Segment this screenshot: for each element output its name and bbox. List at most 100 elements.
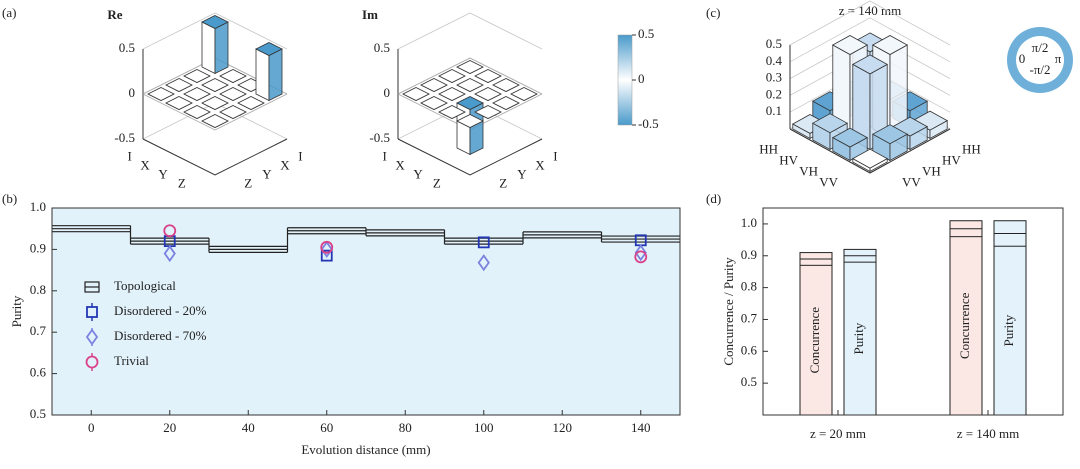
bar-face (219, 69, 247, 83)
bar-label: Concurrence (807, 307, 822, 374)
bar-3d (255, 42, 283, 102)
bar-3d (147, 87, 175, 101)
colorbar-label: 0.5 (638, 26, 654, 41)
bar-face (871, 124, 909, 145)
bar-3d (438, 87, 466, 101)
bar-3d (510, 87, 538, 101)
bar-3d (183, 105, 211, 119)
bar-face (438, 87, 466, 101)
x-tick-label: 80 (399, 420, 412, 435)
bar-face (201, 78, 229, 92)
bar-3d (831, 127, 869, 162)
legend-label: Disordered - 20% (114, 303, 207, 318)
bar-face (831, 127, 869, 148)
bar-face (214, 21, 229, 75)
bar-3d (456, 114, 484, 128)
row-label: Z (244, 176, 252, 191)
panel-label: (c) (706, 5, 720, 20)
bar-label: Purity (851, 322, 866, 354)
bar-label: Purity (1001, 314, 1016, 346)
y-tick-label: 0.5 (741, 374, 757, 389)
y-tick-label: 0.5 (30, 406, 46, 421)
bar-face (402, 87, 430, 101)
bar-3d (456, 96, 484, 156)
y-tick-label: 0.6 (30, 365, 47, 380)
col-label: I (382, 149, 386, 164)
z-tick-label: 0.5 (119, 40, 135, 55)
panel-label: (d) (706, 191, 721, 206)
x-tick-label: 60 (320, 420, 333, 435)
y-axis-label: Concurrence / Purity (721, 257, 736, 366)
point (163, 244, 176, 263)
bar-3d (237, 96, 265, 110)
plot-frame (51, 207, 681, 416)
row-label: Y (262, 167, 272, 182)
bar-face (438, 105, 466, 119)
x-tick-label: 20 (163, 420, 176, 435)
row-label: Y (517, 167, 527, 182)
y-tick-label: 0.8 (30, 282, 46, 297)
bar-3d (851, 148, 889, 173)
point (477, 254, 490, 272)
colorbar-label: 0 (638, 71, 645, 86)
bar-3d (420, 96, 448, 110)
x-tick-label: 120 (553, 420, 573, 435)
z-tick-label: 0.3 (766, 70, 782, 85)
bar-face (219, 87, 247, 101)
phase-label: 0 (1019, 51, 1026, 66)
bar-face (183, 69, 211, 83)
bar-3d (438, 105, 466, 119)
bar-3d (183, 87, 211, 101)
col-label: Z (178, 176, 186, 191)
legend-marker (85, 355, 99, 369)
bar-3d (474, 69, 502, 83)
bar-face (871, 35, 909, 55)
y-tick-label: 0.9 (30, 240, 46, 255)
colorbar-label: -0.5 (638, 116, 659, 131)
bar-face (456, 78, 484, 92)
point (163, 224, 177, 238)
chart-title: z = 140 mm (839, 3, 902, 18)
row-label: Z (499, 176, 507, 191)
axis-box (789, 128, 951, 174)
col-label: Y (158, 167, 168, 182)
bar-3d (420, 78, 448, 92)
floor-edge (397, 57, 471, 95)
bar-face (201, 21, 216, 75)
row-label: I (553, 149, 557, 164)
phase-label: π (1055, 51, 1062, 66)
axis-box (397, 138, 543, 176)
plot-background (52, 208, 680, 415)
bar-face (831, 35, 869, 55)
bar-face (237, 96, 265, 110)
bar-3d (183, 69, 211, 83)
bar-face (811, 113, 849, 134)
col-label: X (395, 158, 405, 173)
col-label: X (140, 158, 150, 173)
bar (949, 228, 983, 416)
bar-face (183, 87, 211, 101)
bar-face (201, 96, 229, 110)
row-label: X (280, 158, 290, 173)
grid-line (397, 12, 543, 50)
bar-3d (456, 60, 484, 74)
bar-label: Concurrence (957, 292, 972, 359)
bar-3d (456, 78, 484, 92)
x-tick-label: 0 (88, 420, 95, 435)
legend-label: Trivial (114, 353, 149, 368)
x-tick-label: z = 140 mm (957, 426, 1020, 441)
bar-face (147, 87, 175, 101)
col-label: HV (779, 152, 798, 167)
z-tick-label: -0.5 (114, 130, 135, 145)
bar-3d (871, 124, 909, 162)
y-tick-label: 1.0 (30, 199, 46, 214)
col-label: HH (759, 141, 778, 156)
y-tick-label: 0.6 (741, 342, 758, 357)
point (477, 236, 490, 249)
row-label: VV (902, 174, 921, 189)
z-tick-label: 0 (129, 85, 136, 100)
grid-line (789, 0, 951, 46)
bar-face (492, 78, 520, 92)
panel-label: (a) (2, 5, 16, 20)
col-label: I (127, 149, 131, 164)
